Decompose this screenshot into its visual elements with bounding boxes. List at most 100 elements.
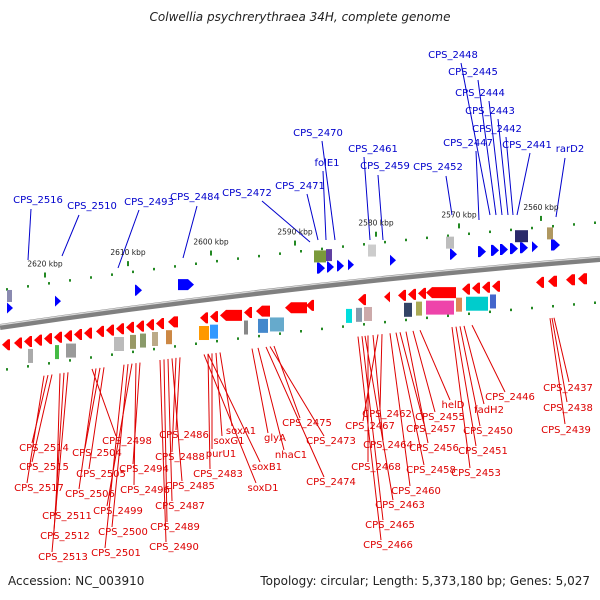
feature-box [326, 249, 332, 262]
forward-gene-arrow [500, 244, 508, 256]
reverse-gene-label: purU1 [206, 449, 236, 460]
tick-dot [531, 306, 533, 310]
reverse-gene-arrow [106, 324, 114, 336]
reverse-gene-label: CPS_2465 [365, 520, 415, 531]
tick-dot [321, 327, 323, 331]
reverse-gene-arrow [200, 312, 208, 324]
feature-box [515, 230, 528, 243]
reverse-gene-label: CPS_2500 [98, 527, 148, 538]
kbp-marker-label: 2560 kbp [523, 203, 559, 212]
forward-gene-label: folE1 [314, 158, 339, 169]
reverse-label-line [379, 334, 383, 410]
feature-box [210, 324, 218, 339]
tick-dot [489, 310, 491, 314]
feature-box [152, 331, 158, 346]
reverse-label-line [399, 332, 425, 425]
tick-dot [153, 267, 155, 271]
reverse-label-line [364, 335, 394, 501]
kbp-tick [44, 272, 46, 278]
reverse-label-line [171, 358, 183, 482]
tick-dot [426, 236, 428, 240]
forward-gene-arrow [510, 243, 518, 255]
feature-box [368, 244, 376, 257]
reverse-gene-arrow [136, 320, 144, 332]
tick-dot [384, 240, 386, 244]
reverse-label-line [133, 363, 137, 486]
forward-gene-label: CPS_2445 [448, 67, 498, 78]
tick-dot [384, 320, 386, 324]
reverse-label-line [395, 332, 425, 466]
reverse-label-line [389, 333, 411, 487]
reverse-gene-arrow [96, 325, 104, 337]
reverse-gene-arrow [492, 280, 500, 292]
forward-gene-label: CPS_2443 [465, 106, 515, 117]
reverse-gene-arrow [285, 302, 307, 314]
reverse-label-line [455, 326, 477, 447]
feature-box [244, 320, 248, 335]
feature-box [114, 337, 124, 352]
forward-label-line [61, 214, 80, 257]
reverse-label-line [51, 372, 69, 553]
reverse-gene-label: CPS_2451 [458, 446, 508, 457]
reverse-gene-label: CPS_2517 [14, 483, 64, 494]
tick-dot [237, 337, 239, 340]
forward-gene-arrow [478, 246, 486, 258]
reverse-gene-arrow [536, 276, 544, 288]
reverse-gene-label: CPS_2453 [451, 468, 501, 479]
tick-dot [237, 257, 239, 260]
reverse-label-line [53, 372, 65, 532]
feature-box [166, 330, 172, 345]
reverse-gene-arrow [44, 333, 52, 345]
reverse-label-line [207, 353, 211, 470]
forward-label-line [555, 157, 566, 218]
reverse-gene-label: CPS_2501 [91, 548, 141, 559]
backbone-arc [0, 256, 600, 330]
feature-box [364, 306, 372, 321]
reverse-gene-arrow [426, 287, 456, 299]
feature-box [199, 326, 209, 341]
map-title: Colwellia psychrerythraea 34H, complete … [149, 10, 451, 24]
reverse-gene-arrow [146, 319, 154, 331]
tick-dot [216, 259, 218, 263]
tick-dot [552, 304, 554, 308]
feature-box [456, 297, 462, 312]
reverse-label-line [106, 363, 133, 507]
forward-gene-label: CPS_2510 [67, 201, 117, 212]
reverse-gene-label: CPS_2499 [93, 506, 143, 517]
forward-gene-label: CPS_2461 [348, 144, 398, 155]
tick-dot [90, 276, 92, 279]
forward-label-line [27, 208, 32, 261]
tick-dot [111, 353, 113, 356]
tick-dot [132, 350, 134, 354]
reverse-label-line [405, 331, 429, 444]
reverse-gene-label: CPS_2466 [363, 540, 413, 551]
forward-gene-label: CPS_2472 [222, 188, 272, 199]
reverse-label-line [269, 346, 325, 437]
backbone-highlight [0, 256, 600, 326]
genome-summary-text: Topology: circular; Length: 5,373,180 bp… [260, 574, 590, 588]
feature-box [346, 308, 352, 323]
reverse-gene-label: CPS_2462 [362, 409, 412, 420]
forward-gene-arrow [450, 248, 457, 260]
reverse-gene-label: nhaC1 [275, 450, 307, 461]
forward-gene-arrow [55, 295, 61, 307]
forward-gene-label: CPS_2471 [275, 181, 325, 192]
reverse-label-line [412, 330, 436, 413]
feature-box [270, 317, 284, 332]
reverse-gene-arrow [244, 307, 252, 319]
kbp-marker-label: 2620 kbp [27, 260, 63, 269]
reverse-gene-arrow [126, 321, 134, 333]
reverse-gene-label: CPS_2504 [72, 448, 122, 459]
forward-label-line [497, 118, 509, 216]
tick-dot [174, 345, 176, 348]
tick-dot [426, 316, 428, 320]
reverse-gene-label: soxA1 [226, 426, 256, 437]
forward-label-line [488, 100, 503, 216]
reverse-gene-arrow [220, 309, 242, 321]
forward-gene-label: CPS_2447 [443, 138, 493, 149]
tick-dot [510, 228, 512, 232]
tick-dot [363, 243, 365, 246]
kbp-markers: 2620 kbp 2610 kbp 2600 kbp 2590 kbp 2580 kbp… [27, 203, 559, 278]
forward-gene-label: CPS_2442 [472, 124, 522, 135]
forward-gene-arrow [491, 244, 499, 256]
